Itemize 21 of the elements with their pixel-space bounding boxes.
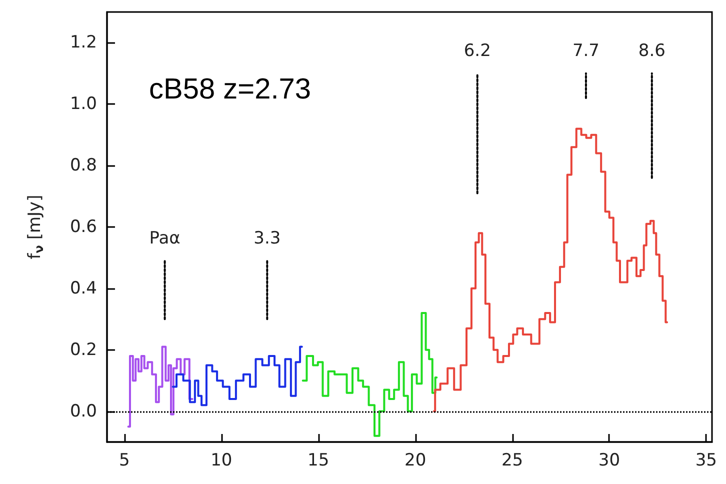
y-tick-label: 1.2 xyxy=(70,32,97,53)
y-tick-label: 1.0 xyxy=(70,94,97,114)
x-tick-label: 10 xyxy=(210,450,232,470)
y-axis-title: fν [mJy] xyxy=(25,194,46,260)
y-tick-label: 0.6 xyxy=(70,217,97,237)
y-tick-label: 0.4 xyxy=(70,278,97,298)
x-tick-label: 25 xyxy=(501,450,524,470)
x-tick-label: 30 xyxy=(598,450,620,470)
series-label: 8.6 xyxy=(638,40,666,61)
x-tick-label: 35 xyxy=(695,450,718,470)
series-label: Paα xyxy=(149,228,180,248)
x-tick-label: 5 xyxy=(119,450,130,470)
x-tick-label: 15 xyxy=(308,450,330,470)
y-tick-label: 0.2 xyxy=(70,340,97,360)
series-label: 6.2 xyxy=(464,40,491,61)
series-label: 7.7 xyxy=(572,40,600,61)
x-tick-label: 20 xyxy=(404,450,426,470)
series-label: 3.3 xyxy=(254,228,281,248)
y-tick-label: 0.8 xyxy=(70,156,97,176)
y-tick-label: 0.0 xyxy=(70,401,97,422)
annotation: cB58 z=2.73 xyxy=(149,74,312,106)
